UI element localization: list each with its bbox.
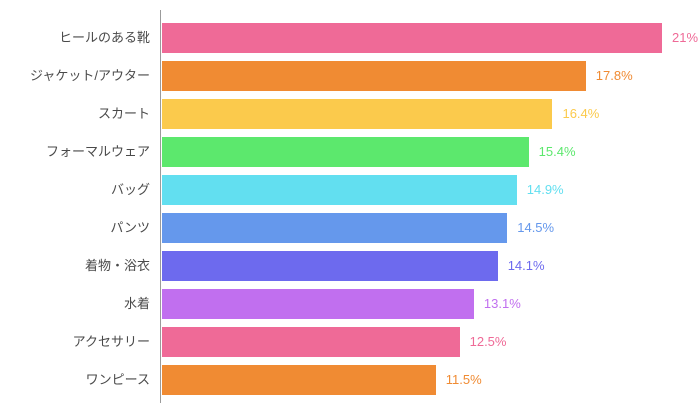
bar-area: 13.1%: [162, 289, 521, 319]
bar: [162, 175, 517, 205]
y-axis-line: [160, 10, 161, 403]
bar-area: 11.5%: [162, 365, 482, 395]
bar-row: ワンピース 11.5%: [0, 365, 700, 395]
category-label: スカート: [97, 106, 150, 121]
value-label: 14.9%: [526, 182, 564, 197]
bar-area: 15.4%: [162, 137, 576, 167]
bar: [162, 23, 662, 53]
value-label: 14.5%: [517, 220, 555, 235]
category-label: パンツ: [110, 220, 150, 235]
bar-area: 14.9%: [162, 175, 564, 205]
value-label: 12.5%: [469, 334, 507, 349]
bar-row: フォーマルウェア 15.4%: [0, 137, 700, 167]
bar: [162, 137, 529, 167]
bar: [162, 213, 508, 243]
category-label: ジャケット/アウター: [30, 68, 150, 83]
value-label: 13.1%: [483, 296, 521, 311]
bar-row: 着物・浴衣 14.1%: [0, 251, 700, 281]
bar: [162, 365, 436, 395]
value-label: 15.4%: [538, 144, 576, 159]
value-label: 16.4%: [562, 106, 600, 121]
bar: [162, 61, 586, 91]
bar-row: スカート 16.4%: [0, 99, 700, 129]
bar-row: 水着 13.1%: [0, 289, 700, 319]
category-label: ワンピース: [85, 372, 150, 387]
category-label: バッグ: [110, 182, 150, 197]
bar-row: ジャケット/アウター 17.8%: [0, 61, 700, 91]
bar-row: バッグ 14.9%: [0, 175, 700, 205]
value-label: 21%: [672, 30, 699, 45]
value-label: 11.5%: [445, 372, 482, 387]
bar-area: 16.4%: [162, 99, 599, 129]
category-label: 着物・浴衣: [84, 258, 150, 273]
bar: [162, 289, 474, 319]
bar-area: 14.5%: [162, 213, 554, 243]
bar: [162, 251, 498, 281]
bar: [162, 327, 460, 357]
bar-row: アクセサリー 12.5%: [0, 327, 700, 357]
category-label: アクセサリー: [72, 334, 150, 349]
category-label: ヒールのある靴: [58, 30, 150, 45]
value-label: 17.8%: [595, 68, 633, 83]
bar-row: ヒールのある靴 21%: [0, 23, 700, 53]
bar-area: 21%: [162, 23, 698, 53]
bar-area: 17.8%: [162, 61, 633, 91]
value-label: 14.1%: [507, 258, 545, 273]
bar-area: 12.5%: [162, 327, 506, 357]
bar: [162, 99, 553, 129]
bar-row: パンツ 14.5%: [0, 213, 700, 243]
category-label: 水着: [123, 296, 150, 311]
bar-area: 14.1%: [162, 251, 545, 281]
category-label: フォーマルウェア: [45, 144, 150, 159]
